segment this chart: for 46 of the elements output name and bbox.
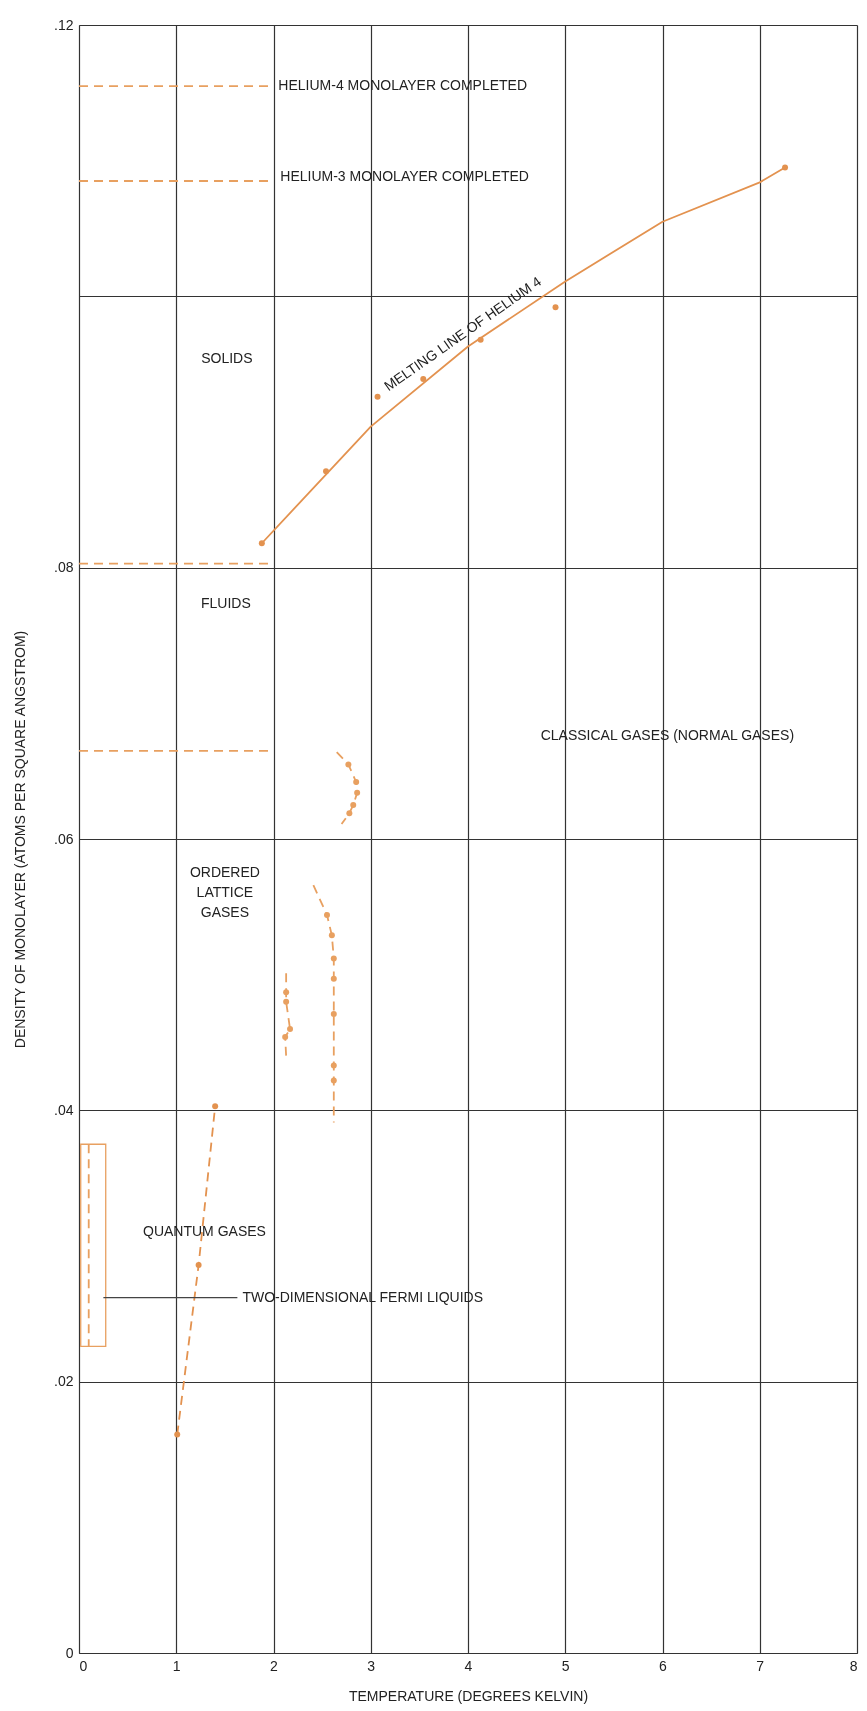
point xyxy=(174,1431,181,1438)
x-tick-label: 5 xyxy=(561,1657,570,1674)
point xyxy=(282,1034,289,1041)
y-tick-label: 0 xyxy=(65,1644,74,1661)
y-tick-label: .06 xyxy=(54,830,74,847)
point xyxy=(212,1103,219,1110)
y-tick-label: .04 xyxy=(54,1101,74,1118)
y-axis-title: DENSITY OF MONOLAYER (ATOMS PER SQUARE ANGSTROM) xyxy=(12,630,29,1049)
line-series xyxy=(284,972,291,1057)
annotation: ORDERED LATTICE GASES xyxy=(189,863,260,920)
point xyxy=(195,1262,202,1268)
point xyxy=(330,1077,337,1084)
point xyxy=(283,989,290,996)
x-tick-label: 3 xyxy=(367,1657,376,1674)
x-tick-label: 6 xyxy=(659,1657,668,1674)
x-axis-title: TEMPERATURE (DEGREES KELVIN) xyxy=(348,1687,589,1704)
point xyxy=(258,540,265,547)
point xyxy=(323,468,330,475)
point xyxy=(354,789,361,796)
y-tick-label: .08 xyxy=(54,559,74,576)
point xyxy=(374,393,381,400)
point xyxy=(350,802,357,809)
x-tick-label: 4 xyxy=(464,1657,473,1674)
annotation: SOLIDS xyxy=(201,349,253,366)
point xyxy=(328,932,335,939)
x-tick-label: 0 xyxy=(79,1657,88,1674)
point xyxy=(330,1011,337,1017)
y-tick-label: .02 xyxy=(54,1373,74,1390)
point xyxy=(346,810,353,817)
x-tick-label: 8 xyxy=(849,1657,858,1674)
point xyxy=(552,304,559,311)
annotation: FLUIDS xyxy=(200,595,251,612)
point xyxy=(287,1025,294,1032)
x-tick-label: 1 xyxy=(172,1657,181,1674)
point xyxy=(330,1062,337,1069)
point xyxy=(477,336,484,343)
point xyxy=(330,955,337,962)
point xyxy=(353,779,360,786)
y-tick-label: .12 xyxy=(54,16,74,33)
x-tick-label: 7 xyxy=(756,1657,765,1674)
point xyxy=(782,164,789,171)
point xyxy=(283,998,290,1005)
point xyxy=(330,975,337,982)
x-tick-label: 2 xyxy=(270,1657,279,1674)
point xyxy=(323,911,330,918)
point xyxy=(345,761,352,768)
